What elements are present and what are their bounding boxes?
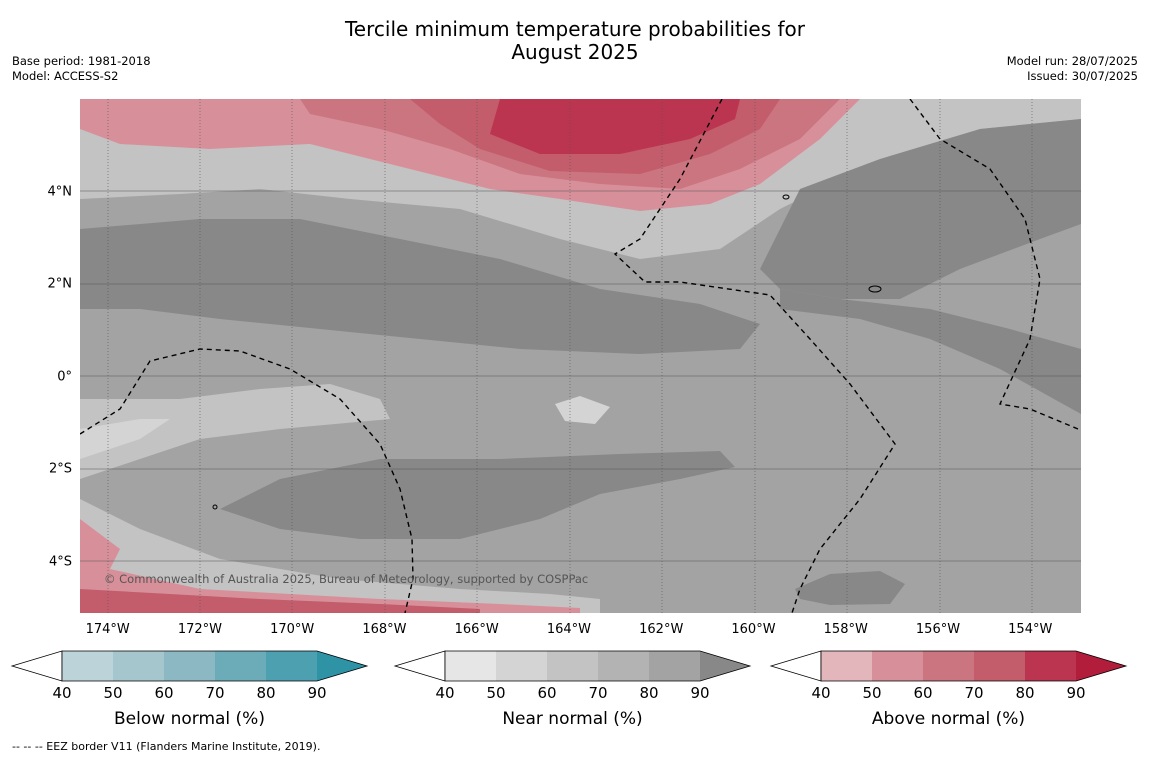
colorbar-label: Above normal (%) <box>871 709 1026 729</box>
meta-left: Base period: 1981-2018 Model: ACCESS-S2 <box>12 54 151 84</box>
colorbar-tick: 60 <box>913 684 933 702</box>
colorbar-label: Near normal (%) <box>502 709 643 729</box>
model-name: Model: ACCESS-S2 <box>12 69 119 83</box>
colorbar-outline <box>820 650 1128 682</box>
colorbar-segment <box>923 651 974 681</box>
colorbar-segment <box>215 651 266 681</box>
lat-label: 4°N <box>47 184 73 200</box>
colorbar-segment <box>974 651 1025 681</box>
near-normal-60-left <box>80 384 390 479</box>
lat-label: 2°S <box>48 461 72 477</box>
above-normal-80 <box>490 99 740 154</box>
lon-label: 166°W <box>454 622 499 637</box>
near-normal-90-north <box>80 219 760 354</box>
above-normal-south-70 <box>80 589 480 613</box>
colorbar-tick: 90 <box>307 684 327 702</box>
colorbar-high-extend <box>317 651 367 681</box>
chart-title: Tercile minimum temperature probabilitie… <box>0 18 1150 64</box>
colorbar-low-extend <box>10 650 63 682</box>
title-line-1: Tercile minimum temperature probabilitie… <box>344 17 806 41</box>
colorbar-segment <box>266 651 317 681</box>
lon-label: 154°W <box>1008 622 1053 637</box>
colorbar-segment <box>1025 651 1076 681</box>
colorbar-segment <box>598 651 649 681</box>
colorbar-segment <box>496 651 547 681</box>
near-normal-90-east <box>760 119 1081 299</box>
lon-label: 158°W <box>823 622 868 637</box>
colorbar-tick: 70 <box>964 684 984 702</box>
colorbar-segment <box>62 651 113 681</box>
near-normal-50-left <box>80 419 170 459</box>
colorbar-tick: 60 <box>154 684 174 702</box>
colorbar-tick: 90 <box>1066 684 1086 702</box>
lat-label: 2°N <box>47 276 73 292</box>
lat-label: 4°S <box>48 554 72 570</box>
colorbars <box>10 650 1128 682</box>
colorbar-tick: 40 <box>52 684 72 702</box>
copyright-text: © Commonwealth of Australia 2025, Bureau… <box>104 572 588 586</box>
model-run: Model run: 28/07/2025 <box>1006 54 1138 68</box>
lon-label: 170°W <box>270 622 315 637</box>
lon-label: 174°W <box>85 622 130 637</box>
base-period: Base period: 1981-2018 <box>12 54 151 68</box>
islands <box>212 194 882 510</box>
colorbar-segment <box>113 651 164 681</box>
colorbar-tick: 90 <box>690 684 710 702</box>
colorbar-segment <box>872 651 923 681</box>
eez-borders <box>80 99 1079 613</box>
colorbar-segment <box>547 651 598 681</box>
probability-map: © Commonwealth of Australia 2025, Bureau… <box>80 99 1081 613</box>
colorbar-tick: 70 <box>588 684 608 702</box>
colorbar-label: Below normal (%) <box>114 709 265 729</box>
colorbar-0 <box>10 650 369 682</box>
title-line-2: August 2025 <box>511 40 639 64</box>
lon-label: 168°W <box>362 622 407 637</box>
colorbar-1 <box>393 650 752 682</box>
lon-label: 162°W <box>639 622 684 637</box>
colorbar-tick: 60 <box>537 684 557 702</box>
colorbar-tick: 80 <box>1015 684 1035 702</box>
lon-label: 164°W <box>546 622 592 637</box>
lat-label: 0° <box>57 369 72 385</box>
colorbar-outline <box>444 650 752 682</box>
colorbar-outline <box>61 650 369 682</box>
colorbar-tick: 80 <box>256 684 276 702</box>
colorbar-segment <box>445 651 496 681</box>
colorbar-tick: 40 <box>811 684 831 702</box>
meta-right: Model run: 28/07/2025 Issued: 30/07/2025 <box>1007 54 1138 84</box>
footnote: -- -- -- EEZ border V11 (Flanders Marine… <box>12 740 321 753</box>
colorbar-tick: 80 <box>639 684 659 702</box>
colorbar-low-extend <box>393 650 446 682</box>
colorbar-2 <box>769 650 1128 682</box>
near-normal-90-east2 <box>780 289 1081 414</box>
colorbar-low-extend <box>769 650 822 682</box>
lon-label: 156°W <box>915 622 961 637</box>
colorbar-tick: 50 <box>103 684 123 702</box>
colorbar-high-extend <box>1076 651 1126 681</box>
near-normal-90-south <box>220 451 735 539</box>
lon-label: 172°W <box>177 622 223 637</box>
near-normal-70-bottom <box>80 499 600 613</box>
above-normal-south <box>80 519 580 613</box>
colorbar-segment <box>164 651 215 681</box>
colorbar-tick: 50 <box>486 684 506 702</box>
colorbar-segment <box>649 651 700 681</box>
colorbar-tick: 40 <box>435 684 455 702</box>
lon-label: 160°W <box>731 622 776 637</box>
colorbar-tick: 50 <box>862 684 882 702</box>
colorbar-segment <box>821 651 872 681</box>
near-normal-50-patch <box>555 396 610 424</box>
colorbar-high-extend <box>700 651 750 681</box>
issued-date: Issued: 30/07/2025 <box>1027 69 1138 83</box>
near-normal-90-southeast <box>795 571 905 605</box>
graticule <box>80 99 1081 613</box>
colorbar-tick: 70 <box>205 684 225 702</box>
